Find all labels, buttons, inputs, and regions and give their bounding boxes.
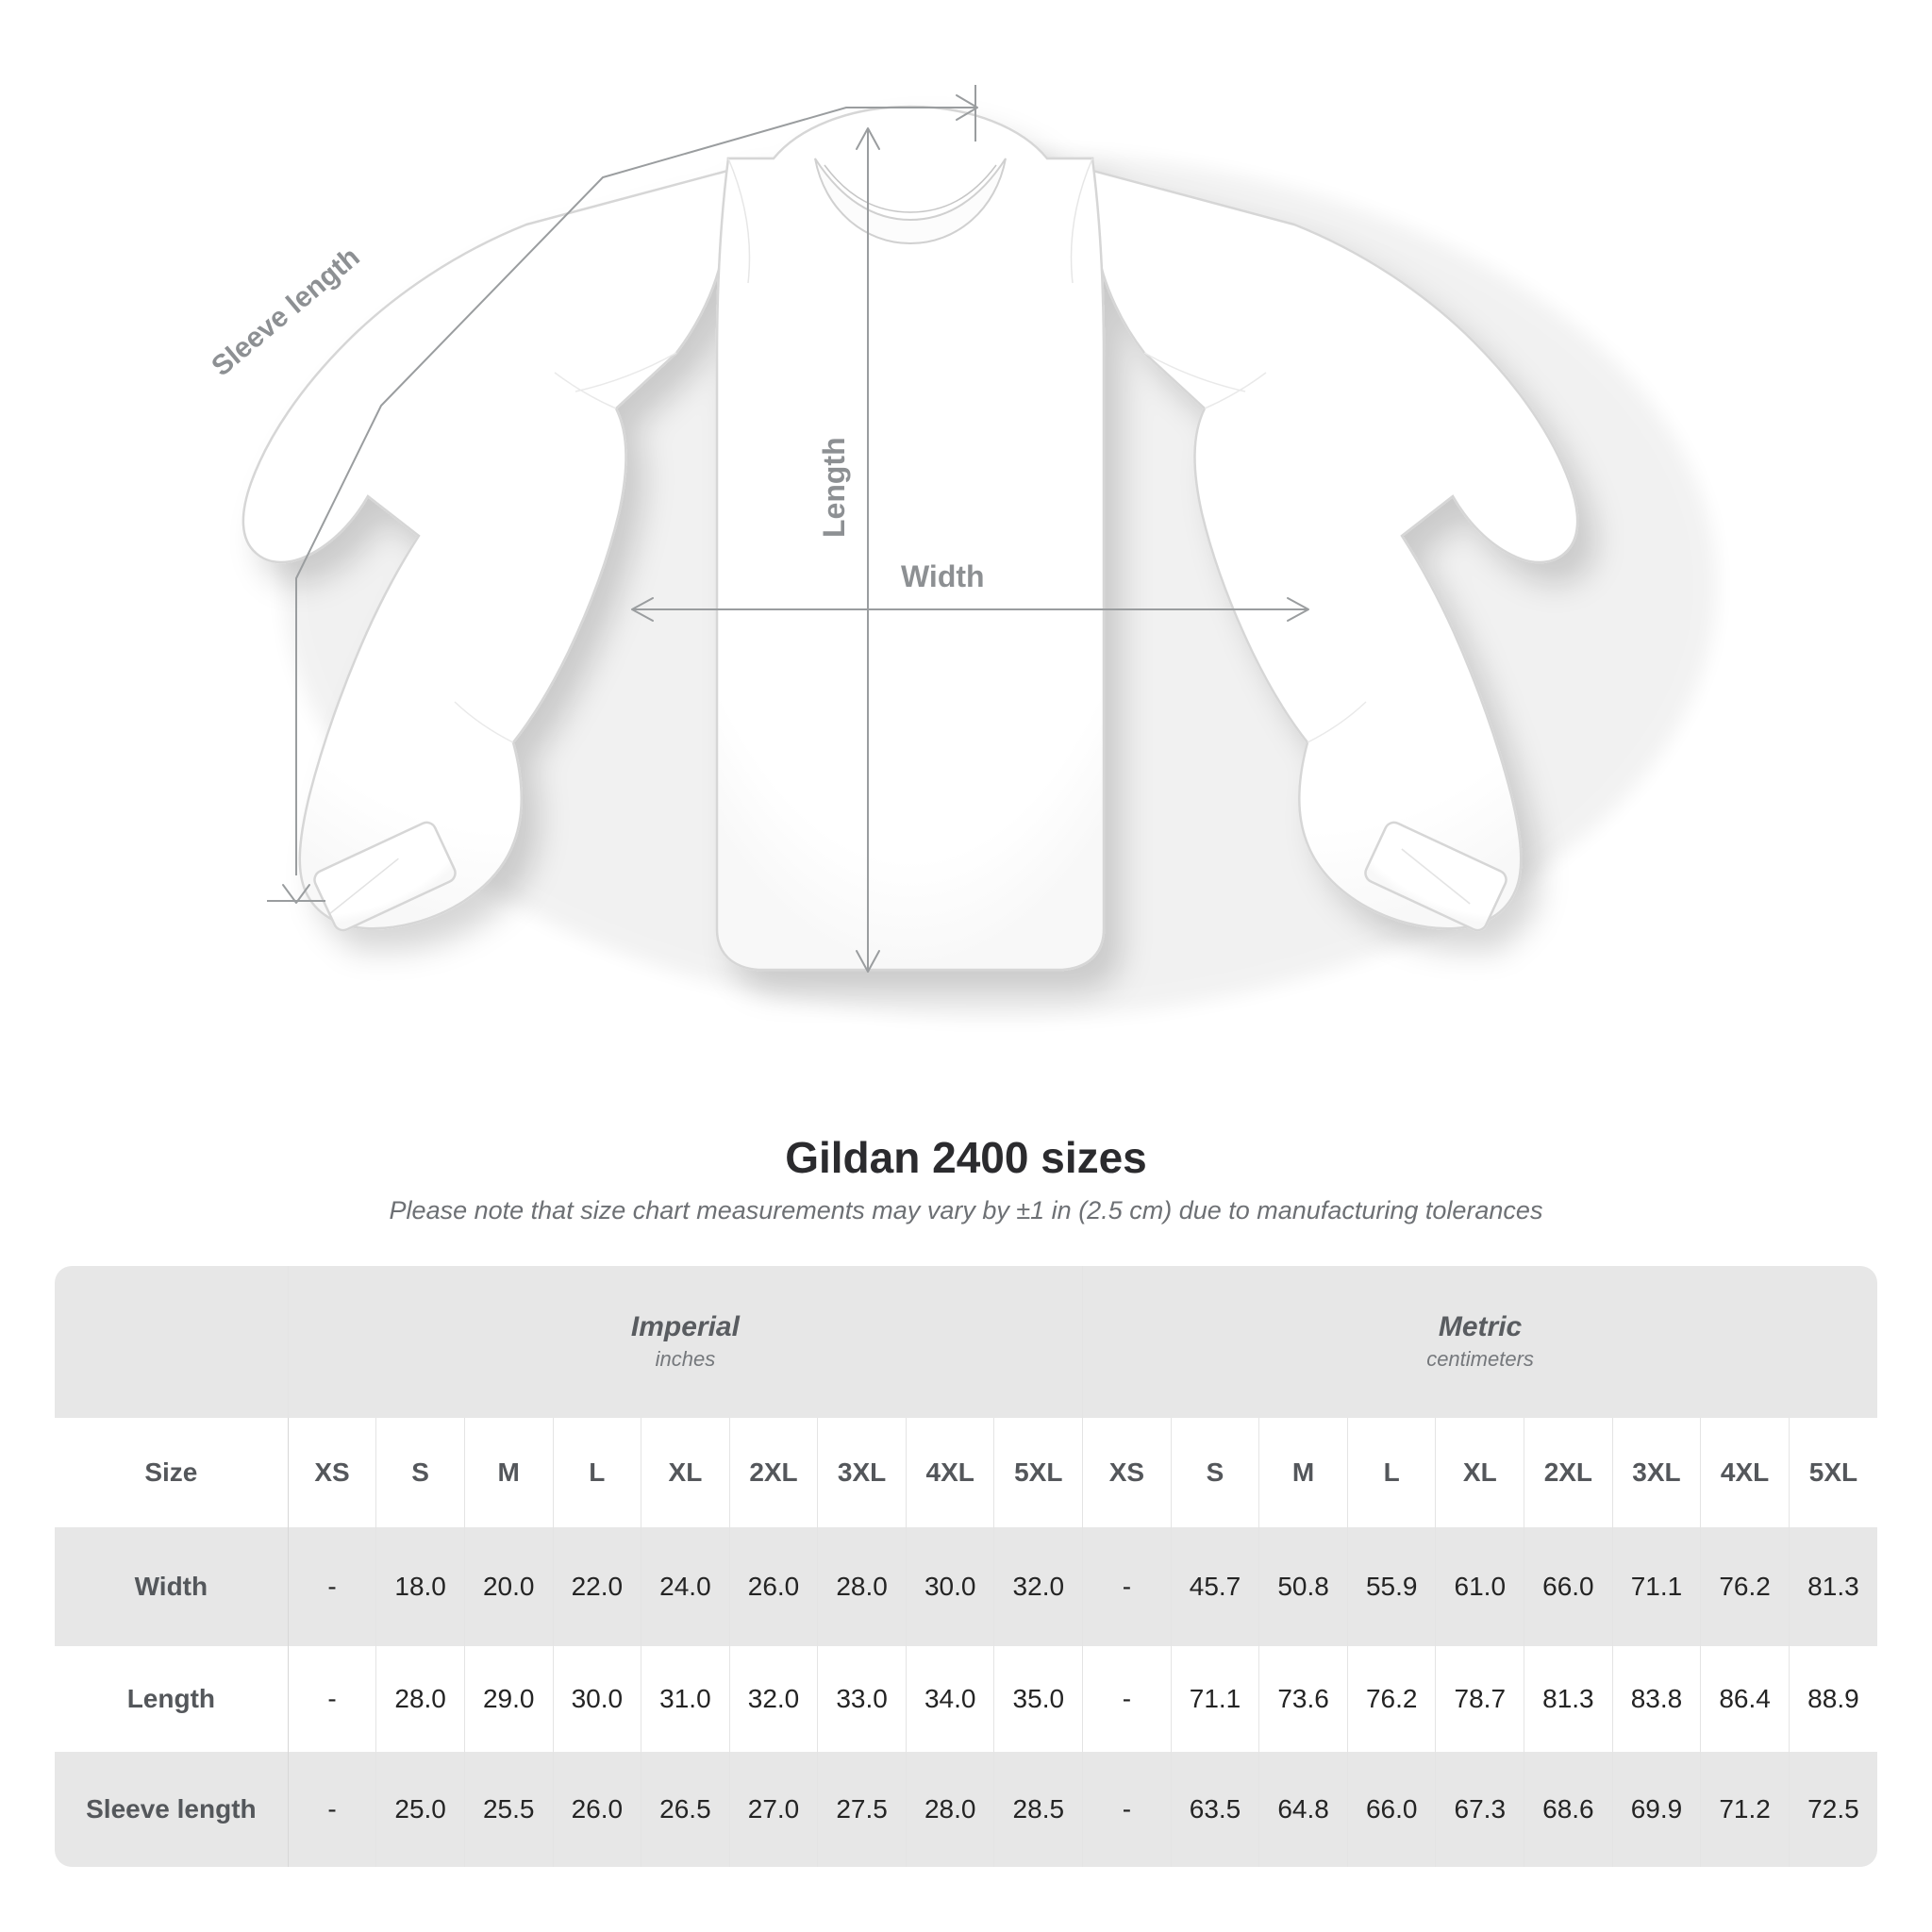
svg-text:Width: Width [901,559,985,593]
svg-text:Length: Length [817,437,851,538]
